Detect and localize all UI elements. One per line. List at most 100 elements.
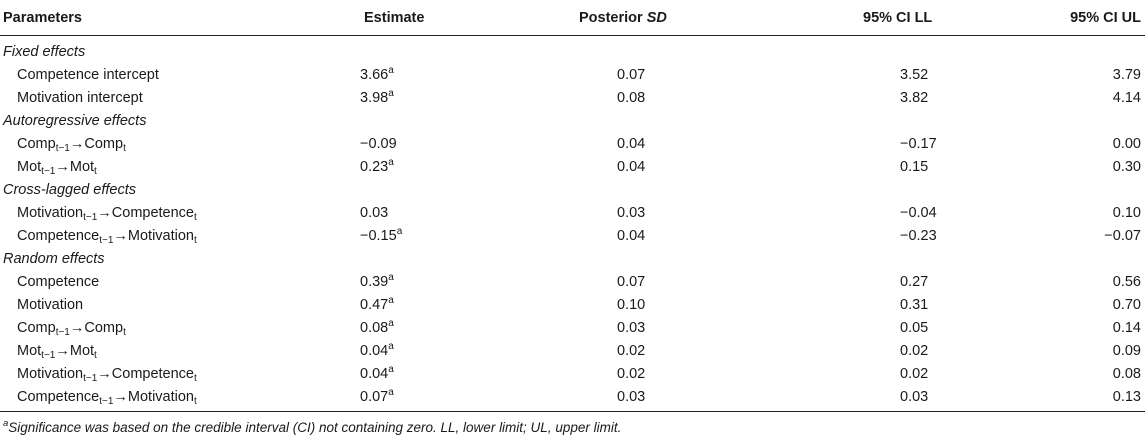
ci-upper-cell: 0.13: [955, 385, 1145, 412]
parameter-label: Motivationt−1→Competencet: [0, 362, 300, 385]
section-title: Random effects: [3, 250, 105, 267]
significance-marker: a: [388, 87, 394, 99]
label-arrow-target: →Competence: [97, 204, 194, 221]
significance-marker: a: [396, 225, 403, 237]
posterior-sd-cell: 0.02: [617, 365, 646, 382]
estimate-cell: 0.08a: [300, 316, 500, 339]
ci-upper-cell: 0.14: [1112, 319, 1141, 336]
parameter-label: Motivation: [0, 293, 300, 316]
parameter-label: Competencet−1→Motivationt: [0, 385, 300, 412]
table-row: Mott−1→Mott 0.23a 0.04 0.15 0.30: [0, 155, 1145, 178]
estimate-cell: 0.07a: [300, 385, 500, 412]
ci-lower-cell: 0.31: [900, 296, 929, 313]
ci-upper-cell: 0.10: [1112, 204, 1141, 221]
section-title: Autoregressive effects: [3, 112, 147, 129]
ci-lower-cell: 3.82: [900, 89, 929, 106]
table-row: Motivationt−1→Competencet 0.04a 0.02 0.02 0.…: [0, 362, 1145, 385]
ci-lower-cell: 0.02: [900, 342, 929, 359]
estimate-cell: 0.03: [300, 201, 500, 224]
estimate-value: 3.98: [360, 89, 389, 106]
label-subscript-lag: t−1: [41, 349, 56, 361]
parameter-label: Compt−1→Compt: [0, 316, 300, 339]
label-arrow-target: →Mot: [55, 158, 95, 175]
estimate-value: −0.15: [360, 227, 397, 244]
posterior-sd-cell: 0.08: [617, 89, 646, 106]
posterior-sd-cell: 0.04: [617, 135, 646, 152]
estimate-value: 0.04: [360, 342, 389, 359]
footnote-text: Significance was based on the credible i…: [8, 420, 622, 435]
label-subscript-time: t: [94, 165, 97, 177]
parameter-label: Competence intercept: [0, 63, 300, 86]
ci-lower-cell: −0.23: [900, 227, 937, 244]
parameter-label: Competence: [0, 270, 300, 293]
table-row: Motivation 0.47a 0.10 0.31 0.70: [0, 293, 1145, 316]
label-text: Competence: [17, 388, 100, 405]
table-row: Compt−1→Compt −0.09 0.04 −0.17 0.00: [0, 132, 1145, 155]
ci-lower-cell: 0.02: [900, 365, 929, 382]
section-row: Cross-lagged effects: [0, 178, 1145, 201]
label-text: Mot: [17, 158, 42, 175]
label-arrow-target: →Motivation: [113, 388, 194, 405]
posterior-sd-cell: 0.04: [617, 158, 646, 175]
section-row: Random effects: [0, 247, 1145, 270]
section-title: Cross-lagged effects: [3, 181, 136, 198]
ci-upper-cell: −0.07: [1104, 227, 1141, 244]
table-row: Competencet−1→Motivationt −0.15a 0.04 −0.23…: [0, 224, 1145, 247]
header-posterior-sd: Posterior SD: [500, 0, 725, 36]
parameter-label: Motivation intercept: [0, 86, 300, 109]
significance-marker: a: [388, 317, 394, 329]
posterior-sd-cell: 0.10: [617, 296, 646, 313]
table-row: Competence 0.39a 0.07 0.27 0.56: [0, 270, 1145, 293]
table-header-row: Parameters Estimate Posterior SD 95% CI …: [0, 0, 1145, 36]
label-subscript-time: t: [123, 326, 126, 338]
label-text: Motivation: [17, 365, 84, 382]
table-row: Compt−1→Compt 0.08a 0.03 0.05 0.14: [0, 316, 1145, 339]
label-subscript-lag: t−1: [83, 372, 98, 384]
ci-upper-cell: 0.09: [1112, 342, 1141, 359]
estimate-value: 0.03: [360, 204, 389, 221]
estimate-value: 3.66: [360, 66, 389, 83]
label-text: Competence intercept: [17, 66, 159, 83]
significance-marker: a: [388, 363, 394, 375]
label-arrow-target: →Motivation: [113, 227, 194, 244]
header-parameters: Parameters: [0, 0, 300, 36]
header-sd-text: SD: [646, 9, 667, 26]
ci-upper-cell: 0.56: [1112, 273, 1141, 290]
posterior-sd-cell: 0.07: [617, 66, 646, 83]
ci-lower-cell: −0.04: [900, 204, 937, 221]
table-row: Competencet−1→Motivationt 0.07a 0.03 0.03 0.…: [0, 385, 1145, 412]
label-subscript-lag: t−1: [55, 142, 70, 154]
table-row: Competence intercept 3.66a 0.07 3.52 3.79: [0, 63, 1145, 86]
posterior-sd-cell: 0.04: [617, 227, 646, 244]
header-estimate: Estimate: [300, 0, 500, 36]
ci-lower-cell: 0.03: [725, 385, 955, 412]
results-table: Parameters Estimate Posterior SD 95% CI …: [0, 0, 1145, 412]
label-text: Motivation: [17, 204, 84, 221]
label-subscript-lag: t−1: [83, 211, 98, 223]
parameter-label: Mott−1→Mott: [0, 155, 300, 178]
label-subscript-lag: t−1: [99, 395, 114, 407]
parameter-label: Compt−1→Compt: [0, 132, 300, 155]
parameter-label: Competencet−1→Motivationt: [0, 224, 300, 247]
ci-lower-cell: −0.17: [900, 135, 937, 152]
significance-marker: a: [388, 64, 394, 76]
estimate-cell: 0.47a: [300, 293, 500, 316]
estimate-value: 0.04: [360, 365, 389, 382]
label-arrow-target: →Comp: [69, 135, 124, 152]
significance-marker: a: [388, 156, 394, 168]
parameter-label: Motivationt−1→Competencet: [0, 201, 300, 224]
label-subscript-time: t: [194, 211, 197, 223]
footnote-marker: a: [3, 418, 9, 429]
estimate-cell: −0.09: [300, 132, 500, 155]
label-arrow-target: →Competence: [97, 365, 194, 382]
ci-lower-cell: 0.27: [900, 273, 929, 290]
significance-marker: a: [388, 340, 394, 352]
ci-upper-cell: 4.14: [1112, 89, 1141, 106]
label-text: Motivation intercept: [17, 89, 143, 106]
label-subscript-lag: t−1: [55, 326, 70, 338]
significance-marker: a: [388, 386, 394, 398]
label-subscript-time: t: [194, 372, 197, 384]
header-ci-ll: 95% CI LL: [725, 0, 955, 36]
label-text: Motivation: [17, 296, 84, 313]
estimate-cell: 0.04a: [300, 362, 500, 385]
